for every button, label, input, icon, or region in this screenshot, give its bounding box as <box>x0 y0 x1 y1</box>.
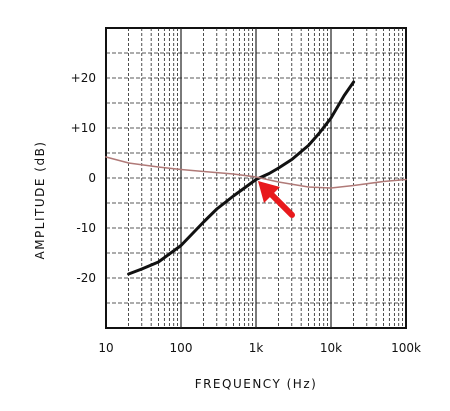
y-tick-label: -20 <box>76 271 96 285</box>
y-tick-label: +10 <box>71 121 96 135</box>
y-tick-labels: +20 +10 0 -10 -20 <box>71 71 96 285</box>
x-tick-label: 1k <box>249 341 264 355</box>
x-tick-label: 100 <box>170 341 193 355</box>
y-axis-title: AMPLITUDE (dB) <box>33 141 47 260</box>
annotation-layer <box>258 181 295 218</box>
x-tick-labels: 10 100 1k 10k 100k <box>98 341 421 355</box>
series-line-2 <box>105 156 407 189</box>
annotation-arrow-head <box>258 181 280 203</box>
annotation-arrow <box>258 181 295 218</box>
y-tick-label: 0 <box>88 171 96 185</box>
series-layer <box>105 80 407 276</box>
x-axis-title: FREQUENCY (Hz) <box>195 377 318 391</box>
y-tick-label: -10 <box>76 221 96 235</box>
y-tick-label: +20 <box>71 71 96 85</box>
x-tick-label: 10k <box>320 341 342 355</box>
x-tick-label: 10 <box>98 341 113 355</box>
x-tick-label: 100k <box>391 341 421 355</box>
grid <box>106 28 406 328</box>
series-line-1 <box>127 80 356 276</box>
